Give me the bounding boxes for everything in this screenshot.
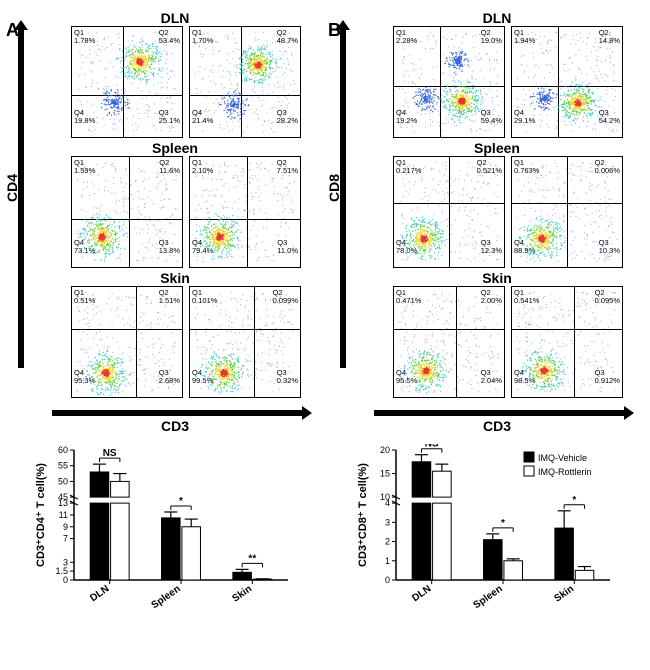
svg-text:Skin: Skin [230,583,254,604]
svg-text:CD3⁺CD4⁺ T cell(%): CD3⁺CD4⁺ T cell(%) [35,463,47,567]
flow-cytometry-plot: Q1 0.763%Q2 0.006%Q3 10.3%Q4 88.9% [511,156,623,268]
svg-text:Spleen: Spleen [150,583,183,611]
flow-cytometry-plot: Q1 0.541%Q2 0.095%Q3 0.912%Q4 98.5% [511,286,623,398]
svg-text:NS: NS [103,448,117,459]
tissue-title: DLN [352,10,642,26]
tissue-title: Skin [30,270,320,286]
svg-text:*: * [179,496,183,507]
svg-text:9: 9 [63,522,68,532]
panel-b: BCD8DLNQ1 2.28%Q2 19.0%Q3 59.4%Q4 19.2%Q… [330,8,642,614]
svg-text:50: 50 [58,476,68,486]
x-axis-label: CD3 [352,418,642,434]
tissue-title: DLN [30,10,320,26]
flow-cytometry-plot: Q1 1.78%Q2 53.4%Q3 25.1%Q4 19.8% [71,26,183,138]
svg-text:7: 7 [63,534,68,544]
tissue-title: Spleen [352,140,642,156]
flow-cytometry-plot: Q1 1.70%Q2 48.7%Q3 28.2%Q4 21.4% [189,26,301,138]
y-axis-label: CD4 [4,174,20,202]
svg-text:60: 60 [58,445,68,455]
flow-cytometry-plot: Q1 1.59%Q2 11.6%Q3 13.8%Q4 73.1% [71,156,183,268]
svg-text:**: ** [248,553,256,564]
tissue-title: Spleen [30,140,320,156]
svg-text:0: 0 [63,575,68,585]
flow-cytometry-plot: Q1 0.471%Q2 2.00%Q3 2.04%Q4 95.5% [393,286,505,398]
flow-cytometry-plot: Q1 0.217%Q2 0.521%Q3 12.3%Q4 78.0% [393,156,505,268]
panel-a: ACD4DLNQ1 1.78%Q2 53.4%Q3 25.1%Q4 19.8%Q… [8,8,320,614]
svg-text:3: 3 [63,557,68,567]
flow-cytometry-plot: Q1 0.51%Q2 1.51%Q3 2.68%Q4 95.3% [71,286,183,398]
flow-cytometry-plot: Q1 1.94%Q2 14.8%Q3 54.2%Q4 29.1% [511,26,623,138]
bar-chart-a: 01.5379111345505560CD3⁺CD4⁺ T cell(%)NSD… [32,444,292,614]
x-axis-label: CD3 [30,418,320,434]
flow-cytometry-plot: Q1 2.10%Q2 7.51%Q3 11.0%Q4 79.4% [189,156,301,268]
y-axis-label: CD8 [326,174,342,202]
svg-text:1.5: 1.5 [55,566,68,576]
tissue-title: Skin [352,270,642,286]
svg-text:45: 45 [58,492,68,502]
bar-chart-b: 01234101520CD3⁺CD8⁺ T cell(%)NSDLN*Splee… [354,444,614,614]
svg-text:DLN: DLN [88,583,111,604]
svg-text:11: 11 [59,510,68,520]
flow-cytometry-plot: Q1 2.28%Q2 19.0%Q3 59.4%Q4 19.2% [393,26,505,138]
flow-cytometry-plot: Q1 0.101%Q2 0.099%Q3 0.32%Q4 99.5% [189,286,301,398]
svg-text:55: 55 [58,461,68,471]
